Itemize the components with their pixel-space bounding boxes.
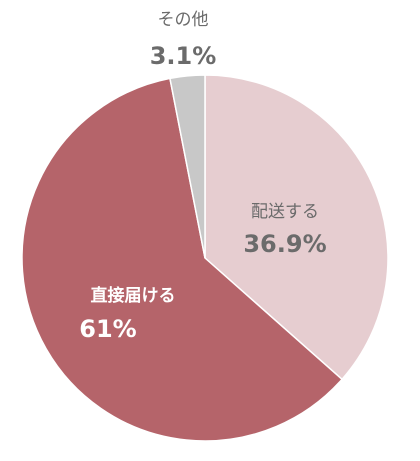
value-label: 3.1% — [150, 42, 217, 70]
slice-label: 直接届ける — [91, 285, 176, 306]
value-label: 36.9% — [243, 230, 326, 258]
pie-slice — [21, 77, 344, 442]
pie-slice — [169, 74, 206, 259]
slice-label: 配送する — [251, 202, 319, 222]
value-label: 61% — [79, 315, 136, 343]
pie-slice — [204, 74, 389, 381]
slice-label: その他 — [158, 10, 209, 30]
